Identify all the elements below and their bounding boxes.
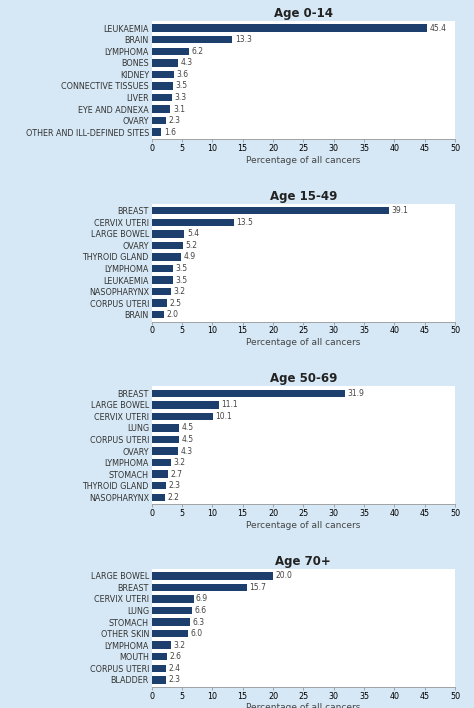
Bar (152, 71, 173, 78)
Bar (152, 435, 179, 443)
Bar (152, 676, 165, 684)
Text: 3.5: 3.5 (175, 275, 188, 285)
Bar (152, 59, 178, 67)
Text: 2.4: 2.4 (169, 664, 181, 673)
Bar (152, 470, 168, 478)
Bar (152, 253, 182, 261)
Text: 31.9: 31.9 (347, 389, 365, 398)
Text: 45.4: 45.4 (429, 23, 447, 33)
Bar (152, 482, 165, 489)
Text: 4.3: 4.3 (180, 447, 192, 455)
Text: 6.6: 6.6 (194, 606, 206, 615)
Text: 3.5: 3.5 (175, 81, 188, 91)
Bar (152, 595, 193, 603)
Text: 3.1: 3.1 (173, 105, 185, 113)
Text: 6.0: 6.0 (191, 629, 203, 638)
Title: Age 70+: Age 70+ (275, 555, 331, 568)
Bar (152, 583, 247, 591)
Bar (152, 413, 213, 420)
Bar (152, 493, 165, 501)
Bar (152, 641, 171, 649)
X-axis label: Percentage of all cancers: Percentage of all cancers (246, 704, 361, 708)
Bar (152, 288, 171, 295)
Text: 4.5: 4.5 (182, 423, 193, 433)
Bar (152, 401, 219, 409)
Text: 3.2: 3.2 (173, 458, 185, 467)
Text: 6.2: 6.2 (191, 47, 204, 56)
Text: 1.6: 1.6 (164, 127, 176, 137)
Bar (152, 665, 166, 672)
Text: 15.7: 15.7 (249, 583, 266, 592)
Text: 4.3: 4.3 (180, 58, 192, 67)
Text: 13.5: 13.5 (236, 218, 253, 227)
Bar (152, 447, 178, 455)
Text: 10.1: 10.1 (215, 412, 232, 421)
X-axis label: Percentage of all cancers: Percentage of all cancers (246, 156, 361, 165)
Text: 2.3: 2.3 (168, 116, 180, 125)
Bar (152, 36, 232, 43)
Bar (152, 424, 179, 432)
Text: 2.3: 2.3 (168, 481, 180, 490)
Bar (152, 241, 183, 249)
Text: 2.2: 2.2 (167, 493, 179, 502)
Bar (152, 618, 190, 626)
Text: 11.1: 11.1 (221, 400, 238, 409)
Bar (152, 219, 234, 226)
Text: 39.1: 39.1 (392, 206, 408, 215)
X-axis label: Percentage of all cancers: Percentage of all cancers (246, 338, 361, 347)
Bar (152, 207, 389, 215)
Title: Age 0-14: Age 0-14 (274, 7, 333, 20)
Text: 2.0: 2.0 (166, 310, 178, 319)
Text: 3.5: 3.5 (175, 264, 188, 273)
Text: 2.7: 2.7 (171, 469, 182, 479)
Text: 2.6: 2.6 (170, 652, 182, 661)
X-axis label: Percentage of all cancers: Percentage of all cancers (246, 521, 361, 530)
Text: 3.3: 3.3 (174, 93, 186, 102)
Bar (152, 459, 171, 467)
Bar (152, 93, 172, 101)
Text: 2.3: 2.3 (168, 675, 180, 685)
Bar (152, 47, 189, 55)
Title: Age 15-49: Age 15-49 (270, 190, 337, 202)
Title: Age 50-69: Age 50-69 (270, 372, 337, 385)
Bar (152, 630, 188, 637)
Bar (152, 276, 173, 284)
Text: 5.2: 5.2 (186, 241, 198, 250)
Bar (152, 82, 173, 90)
Bar (152, 128, 161, 136)
Bar (152, 117, 165, 125)
Bar (152, 24, 427, 32)
Text: 2.5: 2.5 (169, 299, 181, 308)
Bar (152, 230, 184, 238)
Text: 4.5: 4.5 (182, 435, 193, 444)
Text: 3.2: 3.2 (173, 287, 185, 296)
Bar (152, 572, 273, 580)
Text: 3.2: 3.2 (173, 641, 185, 650)
Bar (152, 265, 173, 273)
Text: 13.3: 13.3 (235, 35, 252, 44)
Text: 6.3: 6.3 (192, 617, 204, 627)
Bar (152, 299, 167, 307)
Text: 6.9: 6.9 (196, 595, 208, 603)
Bar (152, 311, 164, 319)
Bar (152, 607, 191, 615)
Bar (152, 653, 167, 661)
Text: 5.4: 5.4 (187, 229, 199, 239)
Text: 20.0: 20.0 (275, 571, 292, 581)
Bar (152, 389, 345, 397)
Bar (152, 105, 171, 113)
Text: 4.9: 4.9 (184, 253, 196, 261)
Text: 3.6: 3.6 (176, 70, 188, 79)
